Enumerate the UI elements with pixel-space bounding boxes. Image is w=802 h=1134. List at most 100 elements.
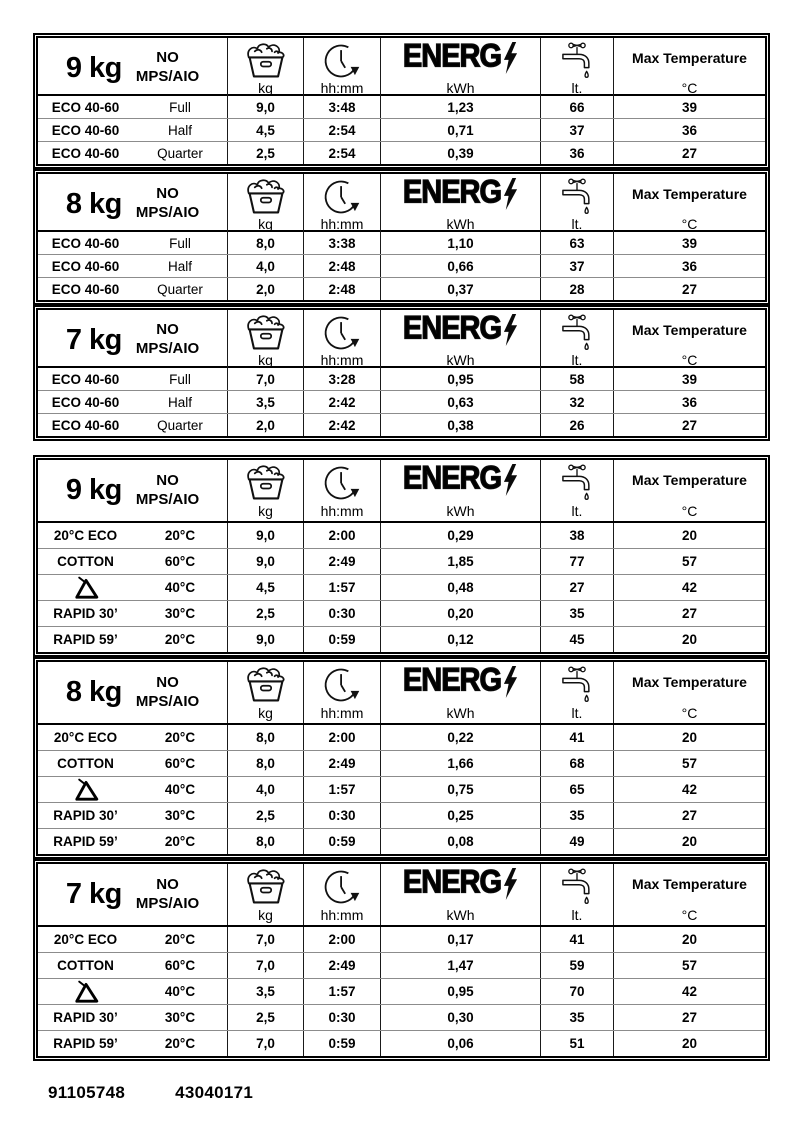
water-litres-cell: 35 [540, 1005, 613, 1030]
energy-kwh-cell: 1,10 [380, 232, 540, 254]
section-rows: 20°C ECO 20°C 7,0 2:00 0,17 41 20 COTTON 60°C 7,0… [38, 927, 765, 1056]
water-column-header: lt. [540, 174, 613, 234]
load-kg-cell: 2,5 [227, 1005, 303, 1030]
program-cell: COTTON [57, 554, 114, 569]
program-cell: RAPID 30’ [53, 606, 118, 621]
load-kg-cell: 7,0 [227, 368, 303, 390]
water-column-header: lt. [540, 38, 613, 98]
water-tap-icon [562, 178, 590, 214]
max-temp-cell: 27 [613, 414, 765, 436]
energy-column-header: ENERG kWh [380, 864, 540, 925]
program-row: 40°C 3,5 1:57 0,95 70 42 [38, 978, 765, 1004]
energy-logo: ENERG [402, 866, 518, 900]
load-cell: 60°C [164, 554, 196, 569]
duration-cell: 0:59 [303, 1031, 380, 1056]
energy-kwh-cell: 1,23 [380, 96, 540, 118]
energy-kwh-cell: 0,06 [380, 1031, 540, 1056]
program-row: RAPID 59’ 20°C 8,0 0:59 0,08 49 20 [38, 828, 765, 854]
document-code-right: 43040171 [175, 1083, 254, 1102]
water-litres-cell: 36 [540, 142, 613, 164]
program-row: ECO 40-60 Half 4,5 2:54 0,71 37 36 [38, 118, 765, 141]
energy-kwh-cell: 0,08 [380, 829, 540, 854]
program-cell: ECO 40-60 [51, 145, 120, 161]
section-rows: ECO 40-60 Full 9,0 3:48 1,23 66 39 ECO 40-60 Hal… [38, 96, 765, 164]
load-cell: 20°C [164, 932, 196, 947]
max-temp-cell: 20 [613, 627, 765, 652]
program-cell [38, 777, 133, 802]
water-litres-cell: 63 [540, 232, 613, 254]
energy-unit-label: kWh [446, 216, 475, 232]
time-column-header: hh:mm [303, 662, 380, 723]
program-row: ECO 40-60 Quarter 2,0 2:48 0,37 28 27 [38, 277, 765, 300]
section-header: 8 kg NO MPS/AIO kg [38, 662, 765, 725]
duration-cell: 1:57 [303, 575, 380, 600]
temperature-unit-label: °C [681, 216, 698, 232]
max-temp-cell: 27 [613, 142, 765, 164]
capacity-label: 8 kg [65, 676, 123, 708]
duration-cell: 2:49 [303, 953, 380, 978]
load-unit-label: kg [258, 907, 273, 923]
max-temp-cell: 27 [613, 803, 765, 828]
water-litres-cell: 35 [540, 803, 613, 828]
max-temperature-label: Max Temperature [632, 472, 747, 488]
laundry-basket-icon [246, 465, 284, 500]
time-column-header: hh:mm [303, 38, 380, 98]
max-temperature-label: Max Temperature [632, 322, 747, 338]
program-row: COTTON 60°C 7,0 2:49 1,47 59 57 [38, 952, 765, 978]
program-row: ECO 40-60 Full 8,0 3:38 1,10 63 39 [38, 232, 765, 254]
load-column-header: kg [227, 38, 303, 98]
energy-kwh-cell: 0,25 [380, 803, 540, 828]
max-temp-cell: 57 [613, 751, 765, 776]
no-label: NO [156, 321, 179, 339]
energy-unit-label: kWh [446, 503, 475, 519]
energy-unit-label: kWh [446, 907, 475, 923]
program-cell: RAPID 30’ [53, 808, 118, 823]
max-temperature-label: Max Temperature [632, 186, 747, 202]
program-cell: RAPID 59’ [53, 1036, 118, 1051]
capacity-label: 8 kg [65, 187, 123, 220]
duration-cell: 2:00 [303, 927, 380, 952]
temperature-column-header: Max Temperature °C [613, 460, 765, 521]
lightning-bolt-icon [503, 868, 518, 900]
water-tap-icon [562, 666, 590, 702]
water-litres-cell: 49 [540, 829, 613, 854]
program-cell [38, 979, 133, 1004]
max-temperature-label: Max Temperature [632, 674, 747, 690]
energy-logo: ENERG [402, 662, 518, 699]
capacity-section: 7 kg NO MPS/AIO kg [33, 305, 770, 441]
water-column-header: lt. [540, 662, 613, 723]
water-litres-cell: 35 [540, 601, 613, 626]
energy-kwh-cell: 1,66 [380, 751, 540, 776]
load-column-header: kg [227, 174, 303, 234]
lightning-bolt-icon [503, 42, 518, 74]
load-cell: 30°C [164, 808, 196, 823]
mps-aio-label: MPS/AIO [135, 894, 200, 912]
laundry-basket-icon [246, 179, 284, 214]
water-litres-cell: 41 [540, 927, 613, 952]
program-row: RAPID 30’ 30°C 2,5 0:30 0,30 35 27 [38, 1004, 765, 1030]
capacity-section: 9 kg NO MPS/AIO kg [33, 33, 770, 169]
water-column-header: lt. [540, 864, 613, 925]
no-label: NO [156, 471, 179, 489]
energy-kwh-cell: 0,29 [380, 523, 540, 548]
max-temp-cell: 57 [613, 953, 765, 978]
water-tap-icon [562, 464, 590, 500]
load-column-header: kg [227, 662, 303, 723]
section-rows: ECO 40-60 Full 7,0 3:28 0,95 58 39 ECO 40-60 Hal… [38, 368, 765, 436]
water-litres-cell: 37 [540, 255, 613, 277]
load-kg-cell: 9,0 [227, 627, 303, 652]
load-kg-cell: 8,0 [227, 829, 303, 854]
energy-logo-text: ENERG [402, 662, 502, 699]
wash-triangle-icon [74, 778, 98, 801]
load-cell: 40°C [164, 984, 196, 999]
load-cell: 60°C [164, 756, 196, 771]
program-row: ECO 40-60 Half 4,0 2:48 0,66 37 36 [38, 254, 765, 277]
program-cell: ECO 40-60 [51, 122, 120, 138]
cycle-duration-clock-icon [324, 668, 360, 702]
temperature-unit-label: °C [681, 907, 698, 923]
max-temp-cell: 20 [613, 829, 765, 854]
mps-aio-label: MPS/AIO [135, 204, 200, 221]
load-kg-cell: 7,0 [227, 953, 303, 978]
max-temp-cell: 27 [613, 601, 765, 626]
water-unit-label: lt. [571, 80, 583, 96]
